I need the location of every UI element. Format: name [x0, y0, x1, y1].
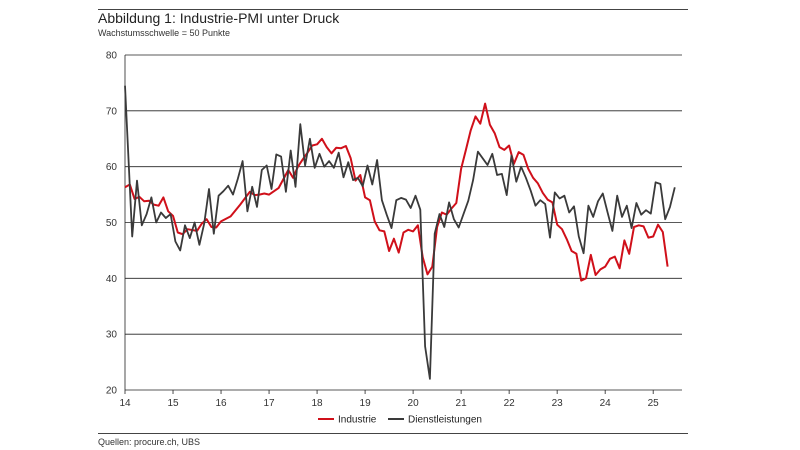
legend-label-industrie: Industrie — [338, 415, 377, 426]
x-tick-label: 19 — [360, 398, 372, 409]
x-tick-label: 24 — [600, 398, 612, 409]
x-tick-label: 15 — [167, 398, 179, 409]
series-line-industrie — [124, 102, 669, 282]
x-tick-label: 17 — [263, 398, 275, 409]
x-tick-label: 21 — [456, 398, 468, 409]
y-tick-label: 50 — [106, 218, 118, 229]
legend-label-dienstleistungen: Dienstleistungen — [408, 415, 482, 426]
x-tick-label: 20 — [408, 398, 420, 409]
y-tick-label: 40 — [106, 274, 118, 285]
source-note: Quellen: procure.ch, UBS — [98, 437, 201, 447]
y-tick-label: 30 — [106, 330, 118, 341]
x-tick-label: 23 — [552, 398, 564, 409]
x-tick-label: 16 — [215, 398, 227, 409]
x-tick-label: 25 — [648, 398, 660, 409]
x-tick-label: 22 — [504, 398, 516, 409]
x-tick-label: 14 — [119, 398, 131, 409]
y-tick-label: 80 — [106, 51, 118, 62]
y-tick-label: 60 — [106, 162, 118, 173]
x-tick-label: 18 — [312, 398, 324, 409]
series-line-dienstleistungen — [124, 85, 676, 380]
chart-title: Abbildung 1: Industrie-PMI unter Druck — [98, 10, 340, 26]
y-tick-label: 70 — [106, 106, 118, 117]
top-rule — [98, 9, 688, 10]
bottom-rule — [98, 433, 688, 434]
chart-subtitle: Wachstumsschwelle = 50 Punkte — [98, 28, 230, 38]
y-tick-label: 20 — [106, 386, 118, 397]
